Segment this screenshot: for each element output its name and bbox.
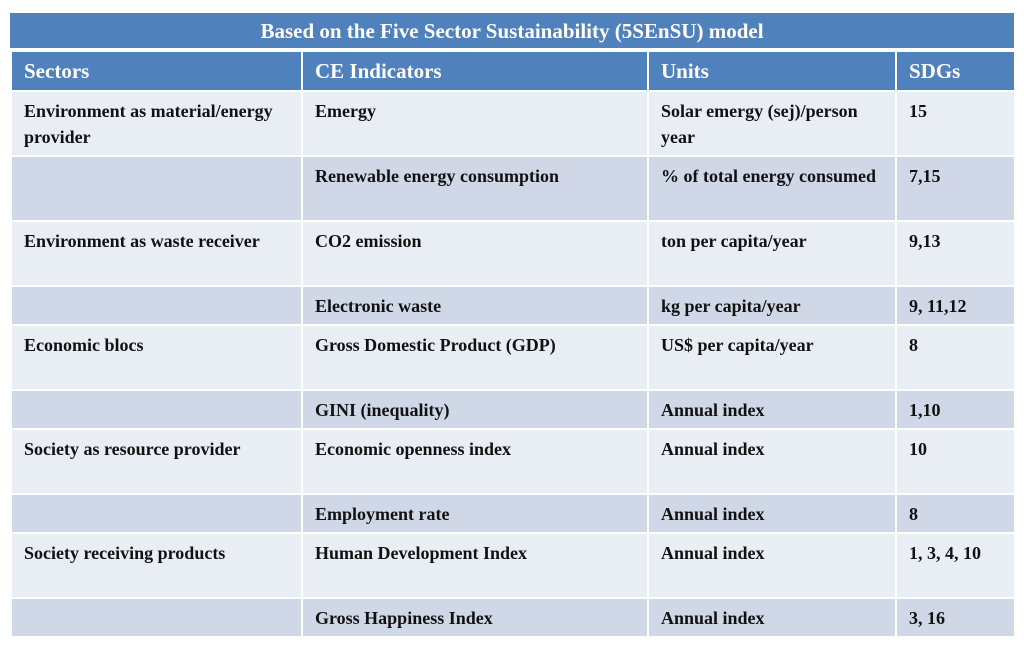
sdgs-cell: 9, 11,12 (895, 285, 1016, 326)
indicator-cell: Economic openness index (301, 428, 649, 495)
indicators-table: Sectors CE Indicators Units SDGs Environ… (10, 50, 1016, 638)
table-row: Environment as waste receiver CO2 emissi… (10, 220, 1016, 287)
indicator-cell: Electronic waste (301, 285, 649, 326)
unit-cell: Annual index (647, 532, 897, 599)
unit-cell: US$ per capita/year (647, 324, 897, 391)
table-row: Renewable energy consumption % of total … (10, 155, 1016, 222)
unit-cell: Annual index (647, 389, 897, 430)
indicator-cell: GINI (inequality) (301, 389, 649, 430)
sdgs-cell: 15 (895, 90, 1016, 157)
col-header-indicators: CE Indicators (301, 50, 649, 92)
sdgs-cell: 1, 3, 4, 10 (895, 532, 1016, 599)
sector-cell (10, 597, 303, 638)
col-header-sdgs: SDGs (895, 50, 1016, 92)
indicator-cell: Emergy (301, 90, 649, 157)
sustainability-table-container: Based on the Five Sector Sustainability … (10, 13, 1016, 638)
sdgs-cell: 7,15 (895, 155, 1016, 222)
sector-cell: Economic blocs (10, 324, 303, 391)
unit-cell: Annual index (647, 493, 897, 534)
table-title: Based on the Five Sector Sustainability … (10, 13, 1014, 50)
indicator-cell: Renewable energy consumption (301, 155, 649, 222)
table-row: Employment rate Annual index 8 (10, 493, 1016, 534)
table-row: GINI (inequality) Annual index 1,10 (10, 389, 1016, 430)
indicator-cell: Human Development Index (301, 532, 649, 599)
sector-cell (10, 493, 303, 534)
sector-cell: Society as resource provider (10, 428, 303, 495)
unit-cell: Solar emergy (sej)/person year (647, 90, 897, 157)
sdgs-cell: 9,13 (895, 220, 1016, 287)
sdgs-cell: 10 (895, 428, 1016, 495)
sdgs-cell: 1,10 (895, 389, 1016, 430)
sdgs-cell: 8 (895, 493, 1016, 534)
sector-cell: Environment as material/energy provider (10, 90, 303, 157)
table-row: Economic blocs Gross Domestic Product (G… (10, 324, 1016, 391)
indicator-cell: Gross Domestic Product (GDP) (301, 324, 649, 391)
table-row: Gross Happiness Index Annual index 3, 16 (10, 597, 1016, 638)
unit-cell: Annual index (647, 428, 897, 495)
sdgs-cell: 3, 16 (895, 597, 1016, 638)
table-row: Society receiving products Human Develop… (10, 532, 1016, 599)
col-header-sectors: Sectors (10, 50, 303, 92)
table-row: Society as resource provider Economic op… (10, 428, 1016, 495)
header-row: Sectors CE Indicators Units SDGs (10, 50, 1016, 92)
unit-cell: ton per capita/year (647, 220, 897, 287)
sector-cell (10, 285, 303, 326)
sector-cell (10, 155, 303, 222)
indicator-cell: Employment rate (301, 493, 649, 534)
table-row: Environment as material/energy provider … (10, 90, 1016, 157)
col-header-units: Units (647, 50, 897, 92)
unit-cell: kg per capita/year (647, 285, 897, 326)
sector-cell (10, 389, 303, 430)
sector-cell: Society receiving products (10, 532, 303, 599)
sdgs-cell: 8 (895, 324, 1016, 391)
unit-cell: Annual index (647, 597, 897, 638)
unit-cell: % of total energy consumed (647, 155, 897, 222)
sector-cell: Environment as waste receiver (10, 220, 303, 287)
table-row: Electronic waste kg per capita/year 9, 1… (10, 285, 1016, 326)
indicator-cell: Gross Happiness Index (301, 597, 649, 638)
indicator-cell: CO2 emission (301, 220, 649, 287)
